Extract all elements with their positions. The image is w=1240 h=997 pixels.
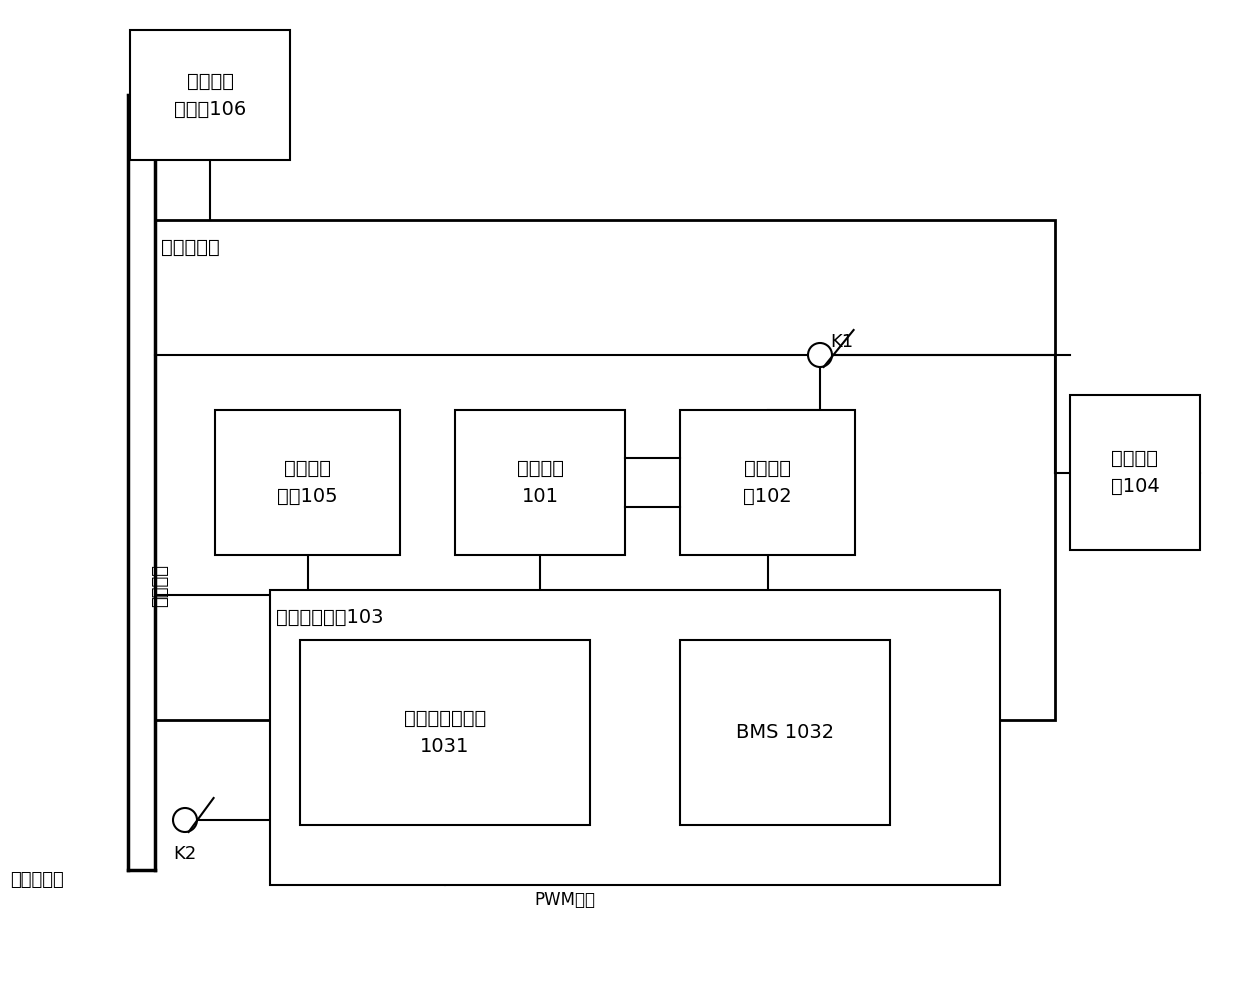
Bar	[680, 410, 856, 555]
Text: PWM输出: PWM输出	[534, 891, 595, 909]
Bar	[1070, 395, 1200, 550]
Text: 公共配电网: 公共配电网	[10, 871, 63, 889]
Text: 充电控制子模块
1031: 充电控制子模块 1031	[404, 709, 486, 756]
Bar	[680, 640, 890, 825]
Circle shape	[808, 343, 832, 367]
Text: 交流母线: 交流母线	[151, 563, 169, 606]
Text: K2: K2	[174, 845, 197, 863]
Text: BMS 1032: BMS 1032	[735, 723, 835, 742]
Bar	[130, 30, 290, 160]
Text: K1: K1	[830, 333, 853, 351]
Bar	[455, 410, 625, 555]
Text: 电能输出
端104: 电能输出 端104	[1111, 449, 1159, 496]
Text: 新能源发
电模块106: 新能源发 电模块106	[174, 72, 246, 119]
Text: 充电管理模块103: 充电管理模块103	[277, 608, 383, 627]
Text: 储能变流
器102: 储能变流 器102	[743, 459, 792, 506]
Text: 交流充电桩: 交流充电桩	[161, 238, 219, 257]
Text: 储能模块
101: 储能模块 101	[517, 459, 563, 506]
Bar	[215, 410, 401, 555]
Bar	[270, 590, 999, 885]
Bar	[155, 220, 1055, 720]
Circle shape	[174, 808, 197, 832]
Text: 无线通信
模块105: 无线通信 模块105	[278, 459, 337, 506]
Bar	[300, 640, 590, 825]
